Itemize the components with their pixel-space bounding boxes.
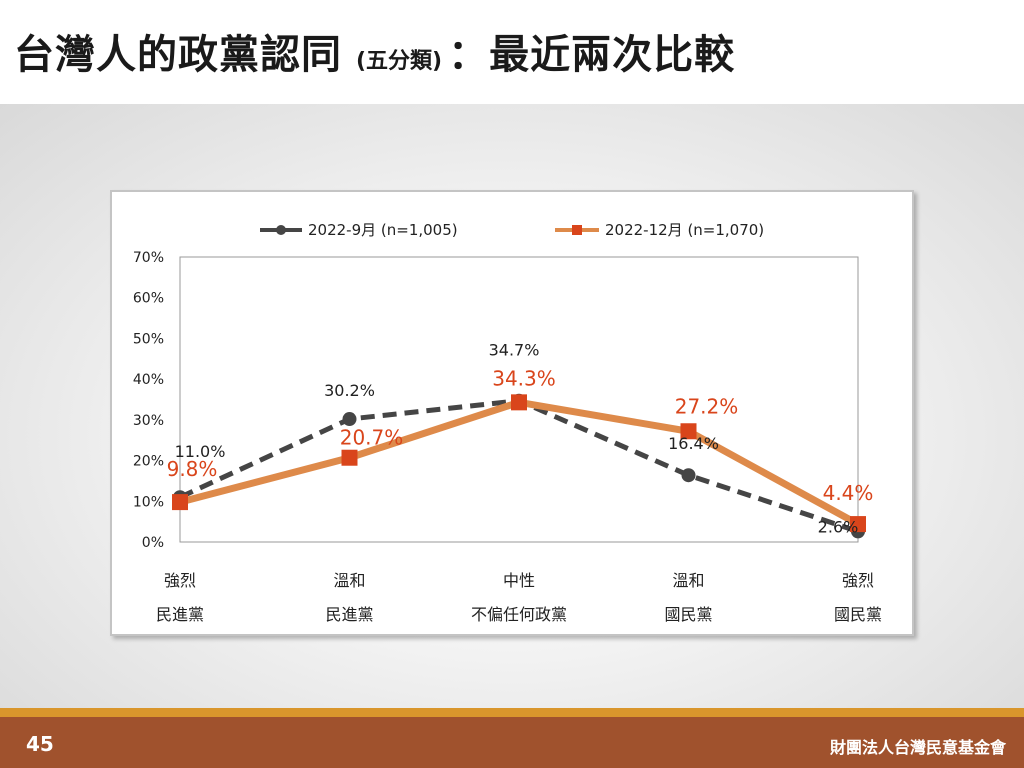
data-label-2022-09: 11.0% [175,442,226,461]
page-number: 45 [26,732,54,756]
data-point-2022-12 [680,423,697,440]
x-category-label: 民進黨 [325,605,373,624]
data-label-2022-12: 4.4% [823,481,874,505]
title-main: 台灣人的政黨認同 [14,32,342,78]
y-tick-label: 50% [133,331,164,347]
x-category-label: 國民黨 [664,605,712,624]
data-point-2022-09 [342,412,357,427]
data-label-2022-09: 16.4% [668,434,719,453]
plot-area [179,256,859,543]
data-label-2022-12: 34.3% [492,366,556,390]
series-line-2022-12 [179,398,860,528]
legend-marker-circle [276,225,286,235]
x-category-label: 溫和 [672,571,704,590]
data-label-2022-09: 34.7% [489,341,540,360]
x-category-label: 強烈 [842,571,874,590]
data-point-2022-12 [511,394,527,411]
y-tick-label: 30% [133,413,164,429]
title-sub: (五分類) [356,49,443,74]
data-label-2022-12: 9.8% [167,457,218,481]
data-point-2022-12 [850,516,866,533]
legend-label: 2022-9月 (n=1,005) [308,221,458,239]
data-label-2022-12: 20.7% [340,426,404,450]
data-label-2022-09: 30.2% [324,381,375,400]
legend-label: 2022-12月 (n=1,070) [605,221,764,239]
legend-marker-square [572,225,582,235]
title-tail: ：最近兩次比較 [448,32,736,78]
data-point-2022-12 [172,494,188,511]
footer-accent-band [0,708,1024,717]
organization-name: 財團法人台灣民意基金會 [829,738,1006,757]
footer-bar: 45 財團法人台灣民意基金會 [0,717,1024,768]
y-tick-label: 40% [133,372,164,388]
y-tick-label: 20% [133,454,164,470]
line-chart: 0% 10% 20% 30% 40% 50% 60% 70% 強烈民進黨 溫和民進黨 中性不偏任何政… [110,190,914,636]
y-tick-label: 0% [142,535,164,551]
slide-title: 台灣人的政黨認同 (五分類) ：最近兩次比較 [14,22,1014,84]
data-label-2022-09: 2.6% [818,517,859,536]
x-category-label: 民進黨 [156,605,204,624]
x-category-label: 不偏任何政黨 [471,605,567,624]
data-point-2022-09 [681,468,696,483]
x-category-label: 國民黨 [834,605,882,624]
x-category-label: 中性 [503,571,535,590]
y-tick-label: 70% [133,250,164,266]
y-tick-label: 10% [133,494,164,510]
data-label-2022-12: 27.2% [675,394,739,418]
x-category-label: 溫和 [333,571,365,590]
data-point-2022-12 [341,449,358,466]
y-tick-label: 60% [133,291,164,307]
x-category-label: 強烈 [164,571,196,590]
